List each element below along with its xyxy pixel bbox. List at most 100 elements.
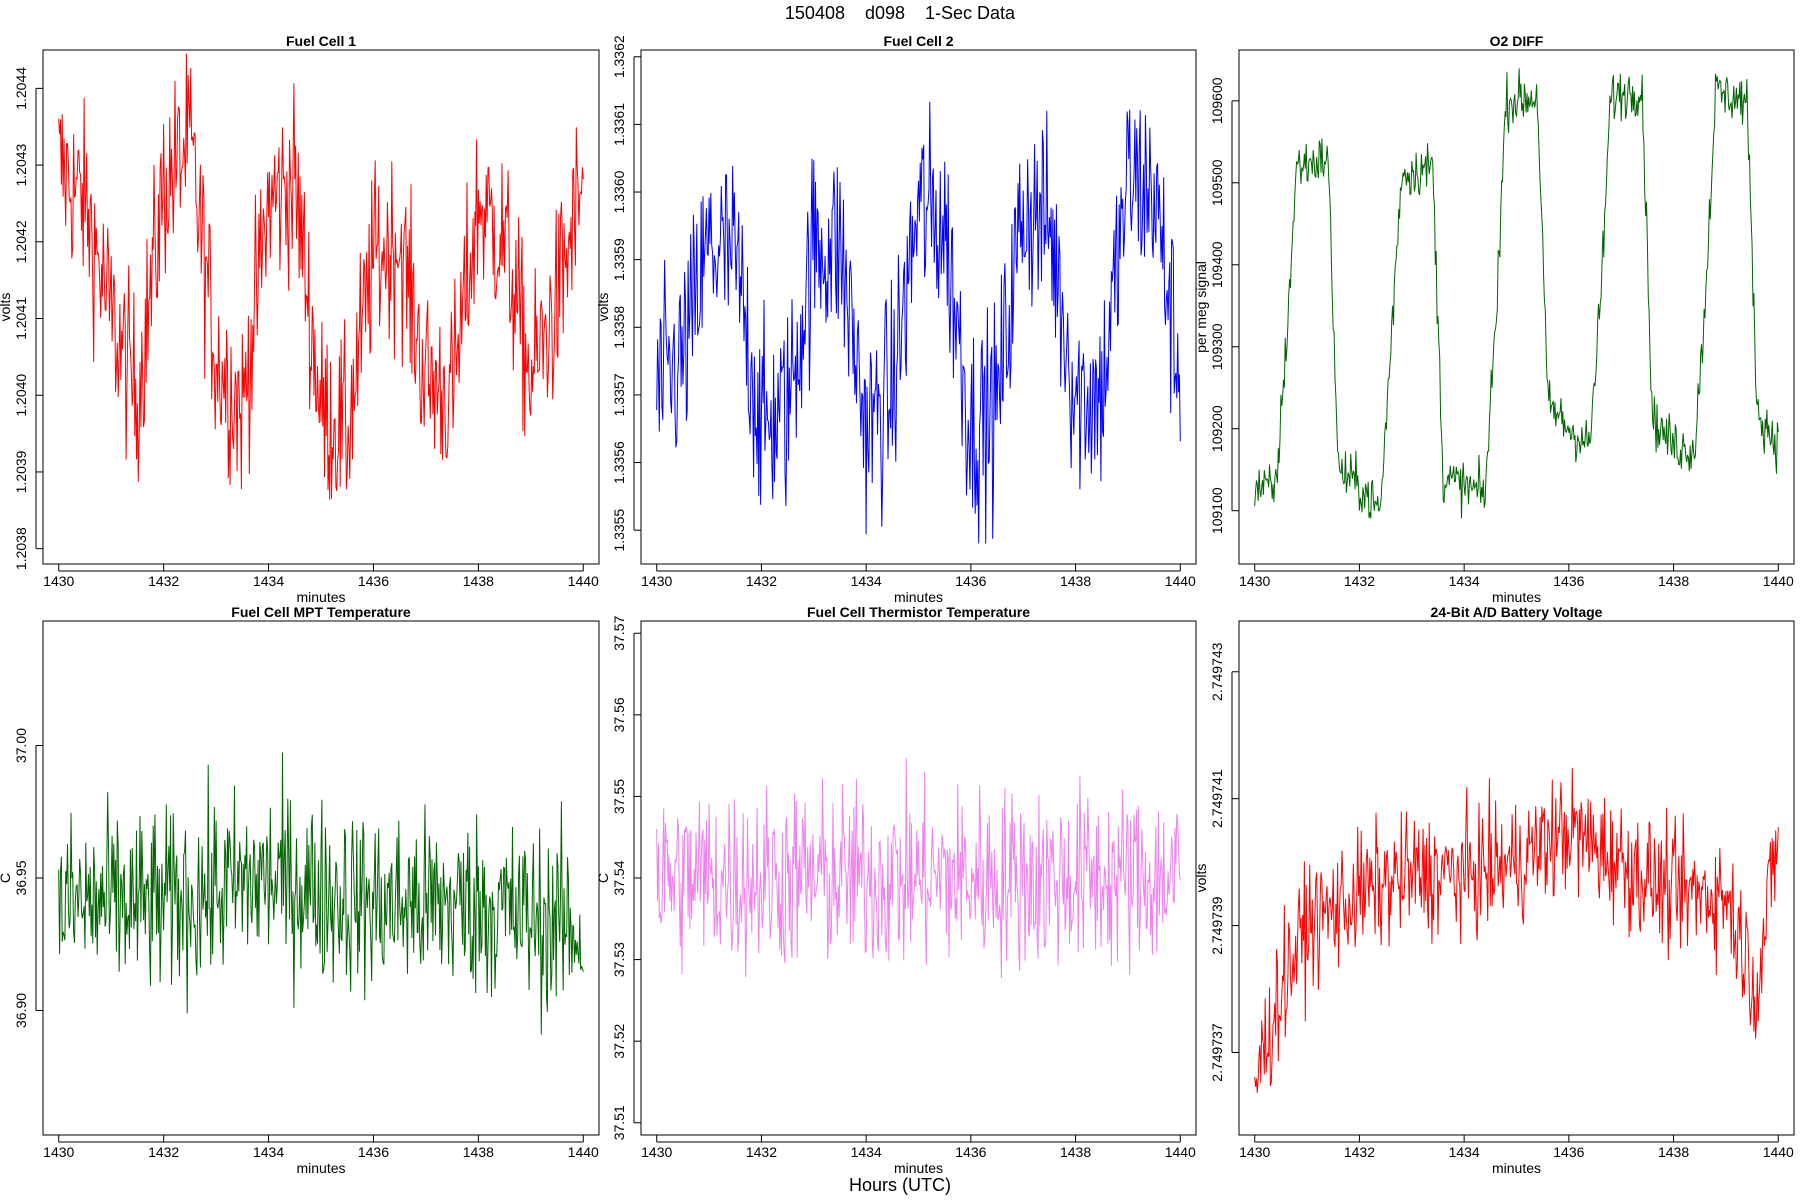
panel-2-ytick-label-2: 1.3357 bbox=[611, 373, 627, 416]
panel-5-ytick-label-6: 37.57 bbox=[611, 616, 627, 651]
panel-5-ytick-label-5: 37.56 bbox=[611, 697, 627, 732]
panel-6-title: 24-Bit A/D Battery Voltage bbox=[1431, 604, 1603, 620]
panel-3-xtick-label-1: 1432 bbox=[1344, 573, 1375, 589]
panel-2-ytick-label-3: 1.3358 bbox=[611, 306, 627, 349]
panel-4-ytick-label-2: 37.00 bbox=[13, 728, 29, 763]
panel-1-ytick-label-6: 1.2044 bbox=[13, 67, 29, 110]
panel-3-xtick-label-0: 1430 bbox=[1239, 573, 1270, 589]
panel-5-xtick-label-3: 1436 bbox=[955, 1144, 986, 1160]
panel-5-ytick-label-3: 37.54 bbox=[611, 860, 627, 895]
panel-5: Fuel Cell Thermistor Temperature 1430 1432… bbox=[595, 604, 1197, 1176]
panel-5-ylabel: C bbox=[595, 873, 611, 883]
panel-2-ylabel: volts bbox=[595, 293, 611, 322]
panel-4-ytick-label-0: 36.90 bbox=[13, 993, 29, 1028]
panel-1-xtick-label-3: 1436 bbox=[358, 573, 389, 589]
panel-2-ytick-label-4: 1.3359 bbox=[611, 238, 627, 281]
panel-2: Fuel Cell 2 1430 1432 1434 1436 1438 1440 minut… bbox=[595, 33, 1197, 605]
panel-4: Fuel Cell MPT Temperature 1430 1432 1434 143… bbox=[0, 604, 600, 1176]
panel-5-series-line bbox=[656, 758, 1181, 979]
panel-3-ytick-label-4: 109500 bbox=[1209, 159, 1225, 206]
panel-1-ytick-label-5: 1.2043 bbox=[13, 143, 29, 186]
panel-2-xtick-label-2: 1434 bbox=[851, 573, 882, 589]
panel-5-ytick-label-0: 37.51 bbox=[611, 1105, 627, 1140]
panel-6-xtick-label-2: 1434 bbox=[1449, 1144, 1480, 1160]
panel-4-xlabel: minutes bbox=[296, 1160, 345, 1176]
outer-x-axis-label: Hours (UTC) bbox=[849, 1175, 951, 1195]
panel-6-frame bbox=[1238, 620, 1795, 1136]
panel-1-ytick-label-0: 1.2038 bbox=[13, 527, 29, 570]
panel-5-xtick-label-0: 1430 bbox=[641, 1144, 672, 1160]
panel-5-title: Fuel Cell Thermistor Temperature bbox=[807, 604, 1030, 620]
panel-6-ylabel: volts bbox=[1193, 864, 1209, 893]
panel-3-xtick-label-4: 1438 bbox=[1658, 573, 1689, 589]
panel-2-ytick-label-1: 1.3356 bbox=[611, 441, 627, 484]
panel-1: Fuel Cell 1 1430 1432 1434 1436 1438 1440 minut… bbox=[0, 33, 600, 605]
panel-3-ytick-label-2: 109300 bbox=[1209, 323, 1225, 370]
panel-4-xtick-label-4: 1438 bbox=[463, 1144, 494, 1160]
panel-1-ytick-label-3: 1.2041 bbox=[13, 297, 29, 340]
panel-5-xlabel: minutes bbox=[894, 1160, 943, 1176]
panel-1-xtick-label-2: 1434 bbox=[253, 573, 284, 589]
panel-2-title: Fuel Cell 2 bbox=[883, 33, 953, 49]
panel-1-xlabel: minutes bbox=[296, 589, 345, 605]
panel-1-xtick-label-1: 1432 bbox=[148, 573, 179, 589]
panel-1-xtick-label-4: 1438 bbox=[463, 573, 494, 589]
panel-5-xtick-label-2: 1434 bbox=[851, 1144, 882, 1160]
panel-4-xtick-label-3: 1436 bbox=[358, 1144, 389, 1160]
panel-5-xtick-label-1: 1432 bbox=[746, 1144, 777, 1160]
panel-2-xtick-label-1: 1432 bbox=[746, 573, 777, 589]
panel-4-xtick-label-1: 1432 bbox=[148, 1144, 179, 1160]
panel-6-xtick-label-4: 1438 bbox=[1658, 1144, 1689, 1160]
panel-1-ytick-label-4: 1.2042 bbox=[13, 220, 29, 263]
panel-2-ytick-label-0: 1.3355 bbox=[611, 509, 627, 552]
panel-1-ylabel: volts bbox=[0, 293, 13, 322]
panel-1-ytick-label-1: 1.2039 bbox=[13, 450, 29, 493]
panel-1-title: Fuel Cell 1 bbox=[286, 33, 356, 49]
panel-5-ytick-label-1: 37.52 bbox=[611, 1023, 627, 1058]
panel-3-title: O2 DIFF bbox=[1490, 33, 1544, 49]
panel-2-ytick-label-6: 1.3361 bbox=[611, 103, 627, 146]
panel-1-series-line bbox=[58, 53, 584, 500]
panel-3-ylabel: per meg signal bbox=[1193, 261, 1209, 353]
panel-6-ytick-label-2: 2.749741 bbox=[1209, 769, 1225, 828]
panel-3-ytick-label-1: 109200 bbox=[1209, 405, 1225, 452]
panels: Fuel Cell 1 1430 1432 1434 1436 1438 1440 minut… bbox=[0, 33, 1795, 1176]
panel-6-xtick-label-1: 1432 bbox=[1344, 1144, 1375, 1160]
panel-4-series-line bbox=[58, 752, 584, 1035]
panel-4-xtick-label-0: 1430 bbox=[43, 1144, 74, 1160]
panel-2-xtick-label-3: 1436 bbox=[955, 573, 986, 589]
panel-6-xtick-label-5: 1440 bbox=[1763, 1144, 1794, 1160]
panel-6-ytick-label-3: 2.749743 bbox=[1209, 642, 1225, 701]
panel-4-ytick-label-1: 36.95 bbox=[13, 860, 29, 895]
panel-3: O2 DIFF 1430 1432 1434 1436 1438 1440 minutes 10… bbox=[1193, 33, 1795, 605]
panel-3-ytick-label-5: 109600 bbox=[1209, 77, 1225, 124]
panel-5-xtick-label-4: 1438 bbox=[1060, 1144, 1091, 1160]
panel-4-title: Fuel Cell MPT Temperature bbox=[231, 604, 411, 620]
panel-2-series-line bbox=[656, 101, 1181, 544]
panel-2-xtick-label-5: 1440 bbox=[1165, 573, 1196, 589]
panel-1-xtick-label-5: 1440 bbox=[568, 573, 599, 589]
panel-6-ytick-label-0: 2.749737 bbox=[1209, 1023, 1225, 1082]
panel-3-xtick-label-2: 1434 bbox=[1449, 573, 1480, 589]
panel-3-ytick-label-3: 109400 bbox=[1209, 241, 1225, 288]
panel-2-ytick-label-7: 1.3362 bbox=[611, 35, 627, 78]
panel-1-xtick-label-0: 1430 bbox=[43, 573, 74, 589]
panel-5-ytick-label-2: 37.53 bbox=[611, 942, 627, 977]
panel-2-frame bbox=[640, 49, 1197, 565]
panel-3-frame bbox=[1238, 49, 1795, 565]
panel-6-xlabel: minutes bbox=[1492, 1160, 1541, 1176]
panel-2-xlabel: minutes bbox=[894, 589, 943, 605]
panel-6: 24-Bit A/D Battery Voltage 1430 1432 1434 14… bbox=[1193, 604, 1795, 1176]
panel-3-ytick-label-0: 109100 bbox=[1209, 487, 1225, 534]
panel-4-ylabel: C bbox=[0, 873, 13, 883]
panel-1-ytick-label-2: 1.2040 bbox=[13, 374, 29, 417]
panel-1-frame bbox=[42, 49, 600, 565]
panel-5-ytick-label-4: 37.55 bbox=[611, 779, 627, 814]
panel-6-series-line bbox=[1254, 767, 1779, 1093]
panel-6-xtick-label-3: 1436 bbox=[1553, 1144, 1584, 1160]
figure-title: 150408 d098 1-Sec Data bbox=[785, 3, 1016, 23]
panel-3-xlabel: minutes bbox=[1492, 589, 1541, 605]
panel-5-xtick-label-5: 1440 bbox=[1165, 1144, 1196, 1160]
panel-3-xtick-label-3: 1436 bbox=[1553, 573, 1584, 589]
panel-2-xtick-label-4: 1438 bbox=[1060, 573, 1091, 589]
